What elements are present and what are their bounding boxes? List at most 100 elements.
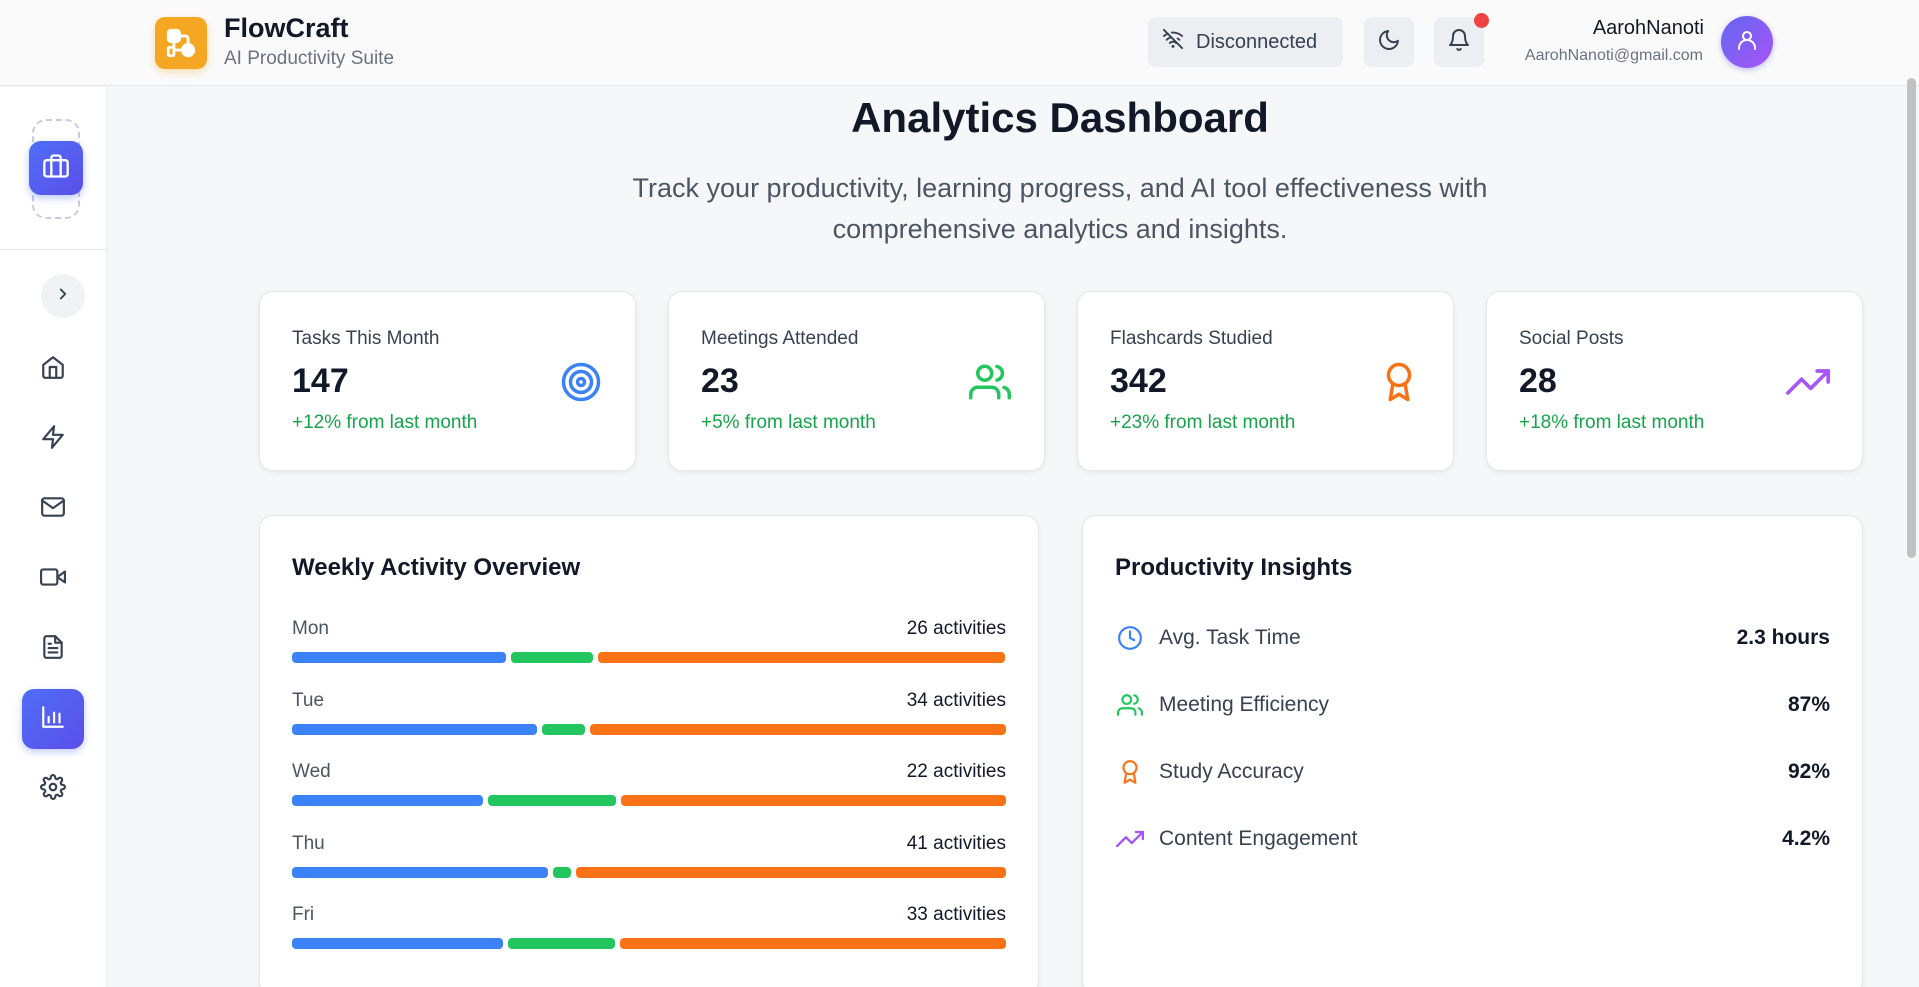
stat-label: Flashcards Studied	[1110, 328, 1273, 349]
user-icon	[1735, 28, 1759, 57]
sidebar-divider	[0, 249, 106, 250]
sidebar-item-home[interactable]	[29, 345, 77, 393]
stat-card-flashcards: Flashcards Studied 342 +23% from last mo…	[1077, 291, 1454, 471]
insight-value: 87%	[1787, 693, 1830, 716]
sidebar-item-analytics[interactable]	[22, 689, 84, 749]
stat-value: 147	[292, 362, 349, 400]
insight-value: 4.2%	[1782, 827, 1830, 850]
wifi-off-icon	[1162, 28, 1184, 56]
clock-icon	[1115, 623, 1145, 653]
sidebar-expand-button[interactable]	[41, 274, 85, 318]
bolt-icon	[40, 424, 66, 455]
insight-value: 92%	[1787, 760, 1830, 783]
activity-bar-segment	[621, 795, 1007, 806]
sidebar-item-email[interactable]	[29, 485, 77, 533]
productivity-insights-panel: Productivity Insights Avg. Task Time 2.3…	[1082, 515, 1863, 987]
file-text-icon	[40, 634, 66, 665]
user-email: AarohNanoti@gmail.com	[1524, 47, 1703, 64]
stat-change: +18% from last month	[1519, 412, 1705, 433]
activity-bar-segment	[620, 938, 1006, 949]
activity-bar-segment	[292, 652, 507, 663]
activity-count: 33 activities	[906, 904, 1006, 925]
mail-icon	[40, 494, 66, 525]
connection-status-button[interactable]: Disconnected	[1148, 17, 1343, 67]
activity-bar-segment	[487, 795, 617, 806]
activity-bar-segment	[292, 866, 548, 878]
activity-day-label: Thu	[292, 832, 325, 854]
stat-change: +5% from last month	[701, 412, 876, 433]
activity-day-label: Fri	[292, 904, 315, 925]
activity-row: Fri 33 activities	[292, 904, 1006, 964]
activity-count: 34 activities	[906, 689, 1006, 711]
stat-value: 28	[1519, 362, 1557, 400]
activity-bar-segment	[292, 723, 538, 735]
page-title: Analytics Dashboard	[851, 94, 1269, 141]
activity-bar	[292, 723, 1006, 735]
stat-value: 23	[701, 362, 739, 400]
brand-name: FlowCraft	[224, 13, 349, 43]
stat-change: +23% from last month	[1110, 412, 1296, 433]
activity-bar-segment	[511, 652, 594, 663]
activity-count: 41 activities	[906, 832, 1006, 854]
weekly-activity-panel: Weekly Activity Overview Mon 26 activitie…	[259, 515, 1039, 987]
avatar[interactable]	[1721, 16, 1773, 68]
top-header: FlowCraft AI Productivity Suite Disconne…	[0, 0, 1919, 86]
insight-row: Avg. Task Time 2.3 hours	[1115, 618, 1830, 658]
notification-badge	[1474, 13, 1489, 28]
insight-value: 2.3 hours	[1736, 626, 1830, 649]
bell-icon	[1447, 28, 1471, 57]
activity-bar-segment	[292, 938, 504, 949]
stat-card-meetings: Meetings Attended 23 +5% from last month	[668, 291, 1045, 471]
stat-label: Meetings Attended	[701, 328, 859, 349]
page-description: Track your productivity, learning progre…	[632, 173, 1488, 244]
insight-label: Study Accuracy	[1159, 760, 1304, 783]
workspace-button[interactable]	[29, 141, 83, 195]
activity-count: 26 activities	[906, 618, 1006, 639]
target-icon	[559, 360, 603, 404]
stat-label: Social Posts	[1519, 328, 1624, 349]
bar-chart-icon	[40, 704, 66, 735]
briefcase-icon	[42, 152, 70, 185]
activity-count: 22 activities	[906, 761, 1006, 782]
award-icon	[1377, 360, 1421, 404]
stat-change: +12% from last month	[292, 412, 478, 433]
home-icon	[40, 354, 66, 385]
insight-row: Meeting Efficiency 87%	[1115, 685, 1830, 725]
theme-toggle-button[interactable]	[1364, 17, 1414, 67]
award-icon	[1115, 757, 1145, 787]
activity-day-label: Mon	[292, 618, 329, 639]
trending-up-icon	[1115, 824, 1145, 854]
panel-title: Weekly Activity Overview	[292, 554, 581, 581]
activity-bar-segment	[575, 866, 1006, 878]
sidebar	[0, 87, 107, 987]
activity-bar	[292, 795, 1007, 806]
sidebar-item-documents[interactable]	[29, 625, 77, 673]
stat-card-social-posts: Social Posts 28 +18% from last month	[1486, 291, 1863, 471]
activity-bar-segment	[598, 652, 1006, 663]
stat-label: Tasks This Month	[292, 328, 440, 349]
panel-title: Productivity Insights	[1115, 554, 1353, 581]
insight-label: Avg. Task Time	[1159, 626, 1301, 649]
users-icon	[968, 360, 1012, 404]
sidebar-item-automation[interactable]	[29, 415, 77, 463]
sidebar-item-settings[interactable]	[29, 765, 77, 813]
connection-status-label: Disconnected	[1196, 30, 1318, 53]
activity-day-label: Wed	[292, 761, 331, 782]
workflow-logo-icon[interactable]	[155, 17, 207, 69]
chevron-right-icon	[54, 285, 72, 308]
stat-card-tasks: Tasks This Month 147 +12% from last mont…	[259, 291, 636, 471]
gear-icon	[40, 773, 66, 805]
user-name: AarohNanoti	[1592, 17, 1704, 39]
activity-bar	[292, 652, 1006, 663]
sidebar-item-meetings[interactable]	[29, 555, 77, 603]
insight-row: Study Accuracy 92%	[1115, 752, 1830, 792]
users-icon	[1115, 690, 1145, 720]
activity-bar-segment	[590, 723, 1006, 735]
trending-up-icon	[1786, 360, 1830, 404]
activity-row: Tue 34 activities	[292, 690, 1006, 750]
activity-bar-segment	[292, 795, 483, 806]
activity-row: Mon 26 activities	[292, 618, 1006, 678]
page-scrollbar[interactable]	[1907, 78, 1916, 558]
activity-row: Wed 22 activities	[292, 761, 1007, 821]
activity-bar	[292, 866, 1006, 878]
